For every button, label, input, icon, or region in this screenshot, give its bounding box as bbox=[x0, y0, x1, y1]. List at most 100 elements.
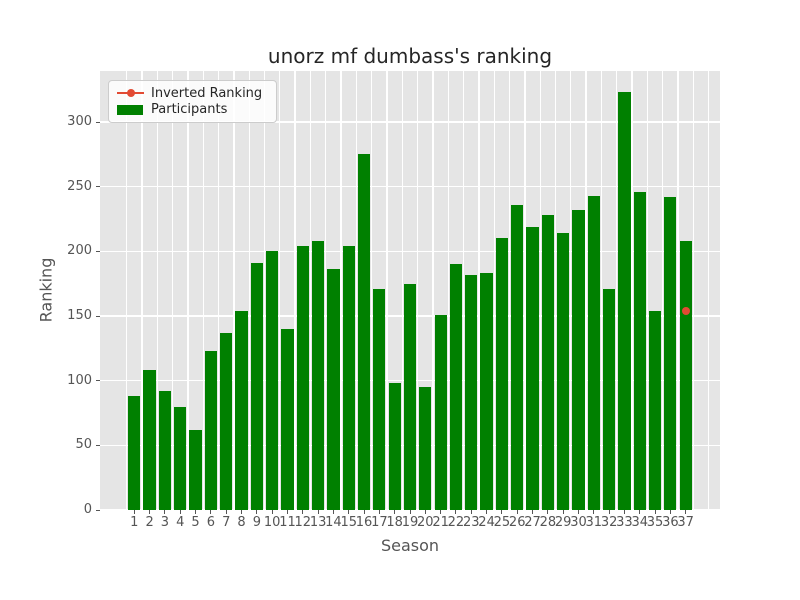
x-tick-label-26: 26 bbox=[508, 515, 526, 530]
gridline-x bbox=[217, 71, 220, 510]
y-tick-label-300: 300 bbox=[67, 114, 92, 130]
bar-season-17 bbox=[373, 288, 386, 510]
gridline-y-300 bbox=[100, 121, 720, 123]
legend-patch-icon bbox=[117, 102, 144, 118]
legend-dot-icon bbox=[126, 89, 135, 98]
gridline-x bbox=[708, 71, 710, 510]
bar-season-6 bbox=[204, 350, 217, 510]
gridline-x bbox=[233, 71, 235, 510]
bar-season-33 bbox=[618, 92, 631, 510]
x-tick-label-3: 3 bbox=[160, 515, 170, 530]
x-tick-label-25: 25 bbox=[493, 515, 511, 530]
gridline-x bbox=[585, 71, 587, 510]
y-tick-label-50: 50 bbox=[75, 437, 92, 453]
gridline-x bbox=[156, 71, 158, 510]
gridline-x bbox=[126, 71, 128, 510]
x-tick-mark bbox=[669, 510, 671, 514]
bar-season-26 bbox=[511, 204, 524, 510]
x-tick-label-21: 21 bbox=[432, 515, 449, 530]
x-tick-label-6: 6 bbox=[206, 515, 216, 530]
bar-season-20 bbox=[419, 387, 432, 510]
legend-item-participants: Participants bbox=[117, 102, 268, 118]
bar-season-35 bbox=[648, 310, 662, 510]
x-tick-label-36: 36 bbox=[662, 515, 679, 530]
bar-season-12 bbox=[296, 246, 309, 510]
x-tick-mark bbox=[516, 510, 518, 514]
x-tick-mark bbox=[378, 510, 380, 514]
gridline-y-200 bbox=[100, 250, 720, 253]
x-tick-label-13: 13 bbox=[309, 515, 327, 530]
gridline-x bbox=[462, 71, 465, 510]
x-tick-label-14: 14 bbox=[325, 515, 342, 530]
legend-item-inverted-ranking: Inverted Ranking bbox=[117, 85, 268, 101]
x-tick-mark bbox=[195, 510, 197, 514]
gridline-x bbox=[539, 71, 541, 510]
x-tick-label-32: 32 bbox=[600, 515, 618, 530]
x-tick-mark bbox=[149, 510, 151, 514]
gridline-x bbox=[202, 71, 204, 510]
y-tick-mark bbox=[96, 444, 100, 446]
bar-season-2 bbox=[143, 370, 156, 510]
gridline-x bbox=[401, 71, 403, 510]
x-tick-label-31: 31 bbox=[585, 515, 603, 530]
gridline-x bbox=[616, 71, 618, 510]
gridline-x bbox=[417, 71, 419, 510]
bar-season-4 bbox=[174, 406, 187, 510]
x-tick-mark bbox=[164, 510, 166, 514]
x-tick-label-10: 10 bbox=[263, 515, 281, 530]
bar-season-1 bbox=[128, 396, 141, 510]
x-tick-mark bbox=[501, 510, 503, 514]
x-tick-mark bbox=[470, 510, 472, 514]
x-tick-mark bbox=[394, 510, 396, 514]
y-tick-mark bbox=[96, 509, 100, 511]
legend-line-marker-icon bbox=[117, 85, 144, 101]
x-tick-label-37: 37 bbox=[677, 515, 694, 530]
x-tick-label-29: 29 bbox=[554, 515, 572, 530]
gridline-y-250 bbox=[100, 186, 720, 188]
x-tick-mark bbox=[654, 510, 656, 514]
y-tick-label-100: 100 bbox=[67, 372, 92, 388]
legend-swatch-icon bbox=[117, 104, 143, 115]
x-tick-label-24: 24 bbox=[478, 515, 495, 530]
bar-season-13 bbox=[311, 241, 325, 510]
y-tick-mark bbox=[96, 121, 100, 123]
bar-season-36 bbox=[664, 197, 677, 510]
x-tick-label-1: 1 bbox=[130, 515, 139, 530]
x-tick-label-19: 19 bbox=[401, 515, 419, 530]
legend-label-participants: Participants bbox=[151, 102, 228, 118]
gridline-x bbox=[340, 71, 342, 510]
bar-season-31 bbox=[587, 195, 600, 510]
x-tick-mark bbox=[225, 510, 227, 514]
bar-season-3 bbox=[158, 391, 172, 510]
x-tick-mark bbox=[133, 510, 135, 514]
plot-area bbox=[100, 71, 720, 510]
x-tick-mark bbox=[608, 510, 610, 514]
x-tick-label-18: 18 bbox=[386, 515, 403, 530]
bar-season-21 bbox=[434, 314, 447, 510]
bar-season-29 bbox=[557, 233, 570, 510]
x-tick-label-30: 30 bbox=[570, 515, 587, 530]
gridline-x bbox=[478, 71, 480, 510]
x-tick-mark bbox=[332, 510, 334, 514]
gridline-x bbox=[279, 71, 281, 510]
x-tick-label-12: 12 bbox=[294, 515, 312, 530]
x-tick-mark bbox=[210, 510, 212, 514]
gridline-x bbox=[554, 71, 557, 510]
y-tick-mark bbox=[96, 250, 100, 252]
gridline-x bbox=[171, 71, 174, 510]
bar-season-30 bbox=[572, 210, 585, 510]
gridline-x bbox=[447, 71, 449, 510]
legend: Inverted Ranking Participants bbox=[108, 80, 277, 123]
x-tick-label-7: 7 bbox=[222, 515, 231, 530]
x-tick-mark bbox=[286, 510, 288, 514]
y-tick-label-0: 0 bbox=[83, 502, 92, 517]
x-tick-mark bbox=[577, 510, 579, 514]
x-tick-mark bbox=[241, 510, 243, 514]
gridline-x bbox=[371, 71, 373, 510]
gridline-x bbox=[432, 71, 434, 510]
x-tick-mark bbox=[639, 510, 641, 514]
chart-title: unorz mf dumbass's ranking bbox=[267, 44, 553, 68]
gridline-x bbox=[386, 71, 388, 510]
x-tick-label-23: 23 bbox=[462, 515, 480, 530]
